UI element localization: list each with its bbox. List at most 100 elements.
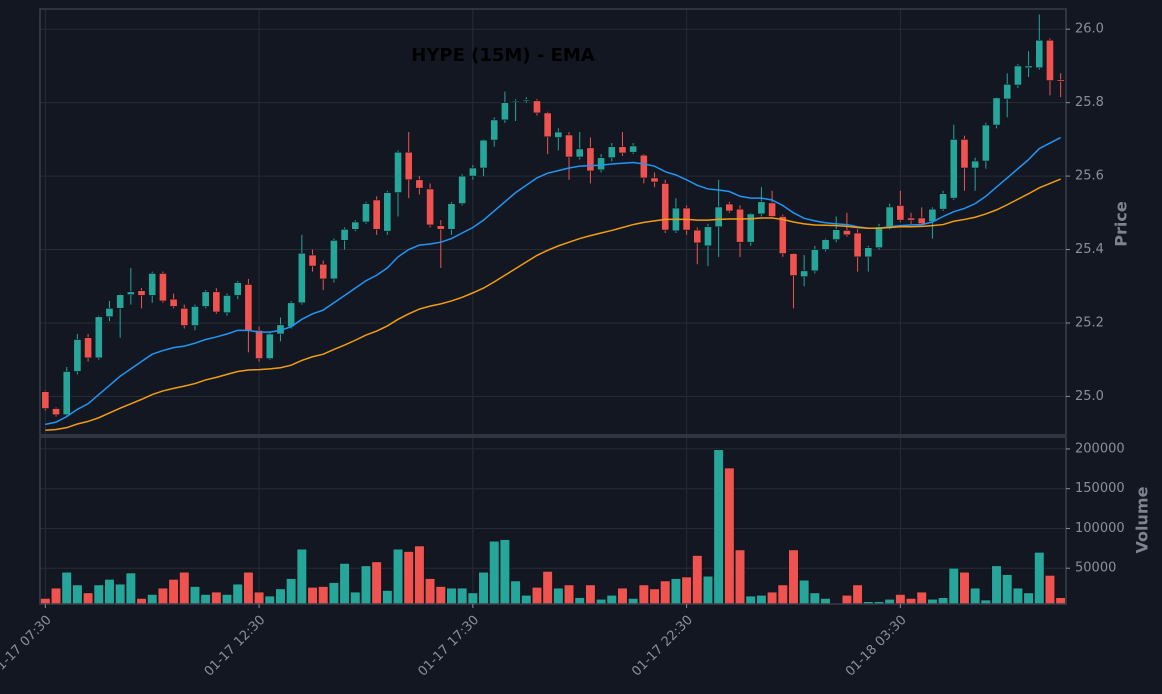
volume-bar: [1023, 592, 1034, 605]
candle-body: [426, 188, 435, 226]
candle-body: [169, 298, 178, 307]
candle-body: [810, 249, 819, 272]
volume-bar: [328, 582, 340, 605]
candle-body: [586, 147, 595, 172]
y-tick-label: 25.8: [1075, 95, 1104, 110]
candle-body: [191, 306, 199, 326]
volume-bar: [264, 595, 275, 605]
candle-body: [1024, 65, 1033, 69]
volume-bar: [895, 594, 906, 605]
volume-bar: [382, 590, 393, 605]
volume-bar: [991, 565, 1002, 605]
volume-bar: [478, 571, 489, 605]
candle-body: [244, 284, 253, 331]
candle-body: [543, 112, 552, 138]
volume-bar: [734, 549, 746, 605]
volume-bar: [232, 583, 243, 605]
candle-body: [362, 203, 370, 223]
volume-bar: [585, 584, 596, 605]
candle-body: [500, 102, 509, 121]
volume-axis-title: Volume: [1133, 486, 1152, 553]
candle-body: [490, 119, 499, 141]
candle-body: [650, 177, 659, 183]
candle-body: [832, 229, 841, 240]
candle-body: [565, 134, 573, 158]
candle-body: [971, 160, 980, 169]
candle-body: [768, 202, 777, 217]
candle-body: [939, 193, 948, 210]
candle-body: [394, 151, 402, 193]
volume-bar: [970, 587, 981, 605]
candle-body: [607, 146, 616, 159]
candle-body: [693, 229, 702, 244]
candle-body: [757, 201, 766, 215]
candle-body: [383, 192, 392, 232]
candle-body: [351, 221, 360, 230]
volume-bar: [414, 545, 425, 605]
candle-body: [917, 217, 926, 225]
volume-bar: [286, 578, 297, 605]
candle-body: [1013, 65, 1022, 86]
volume-bar: [136, 598, 147, 605]
candle-body: [949, 139, 958, 199]
candle-body: [575, 148, 584, 158]
volume-bar: [435, 586, 446, 605]
candle-body: [201, 291, 210, 307]
candle-body: [372, 199, 381, 230]
volume-bar: [403, 551, 414, 605]
volume-bar: [318, 586, 329, 605]
volume-bar: [360, 565, 372, 605]
volume-bar: [756, 594, 767, 605]
volume-bar: [296, 548, 307, 605]
candle-body: [105, 308, 114, 318]
volume-bar: [521, 594, 532, 605]
candle-body: [148, 273, 157, 296]
candle-body: [554, 131, 563, 138]
candle-body: [180, 308, 189, 326]
y-tick-label: 25.2: [1075, 315, 1104, 330]
candle-body: [992, 97, 1001, 126]
candle-body: [885, 206, 894, 228]
volume-bar: [221, 594, 233, 605]
volume-bar: [307, 586, 318, 605]
volume-bar: [1034, 552, 1045, 605]
candle-body: [907, 217, 915, 221]
price-panel-frame: [39, 8, 1067, 436]
candle-body: [287, 302, 296, 327]
volume-bar: [82, 592, 94, 605]
volume-bar: [905, 598, 917, 605]
candle-body: [158, 273, 167, 302]
candle-body: [329, 240, 338, 280]
volume-bar: [1002, 574, 1013, 605]
candle-body: [1035, 39, 1044, 69]
candle-body: [340, 229, 349, 241]
volume-bar: [168, 579, 179, 605]
candle-body: [52, 408, 60, 416]
volume-bar: [72, 584, 83, 605]
volume-bar: [702, 575, 714, 605]
volume-bar: [649, 588, 660, 605]
volume-bar: [446, 587, 457, 605]
candle-body: [41, 391, 50, 409]
y-tick-label: 26.0: [1075, 22, 1104, 37]
volume-bar: [852, 584, 863, 605]
candle-body: [1046, 39, 1054, 81]
volume-bar: [553, 587, 564, 605]
volume-bar: [788, 549, 799, 605]
volume-bar: [745, 595, 756, 605]
ema-line: [45, 178, 1061, 431]
candle-body: [981, 124, 990, 162]
candle-body: [308, 254, 317, 267]
candle-body: [522, 99, 531, 102]
candle-body: [73, 339, 82, 372]
chart-title: HYPE (15M) - EMA: [411, 45, 594, 66]
candle-body: [629, 145, 638, 153]
volume-bar: [841, 594, 853, 605]
volume-bar: [211, 591, 222, 605]
volume-bar: [1055, 597, 1066, 605]
y-axis-title: Price: [1112, 201, 1131, 247]
volume-bar: [61, 571, 72, 605]
candle-body: [746, 213, 755, 243]
candle-body: [297, 252, 306, 304]
volume-bar: [681, 576, 692, 605]
